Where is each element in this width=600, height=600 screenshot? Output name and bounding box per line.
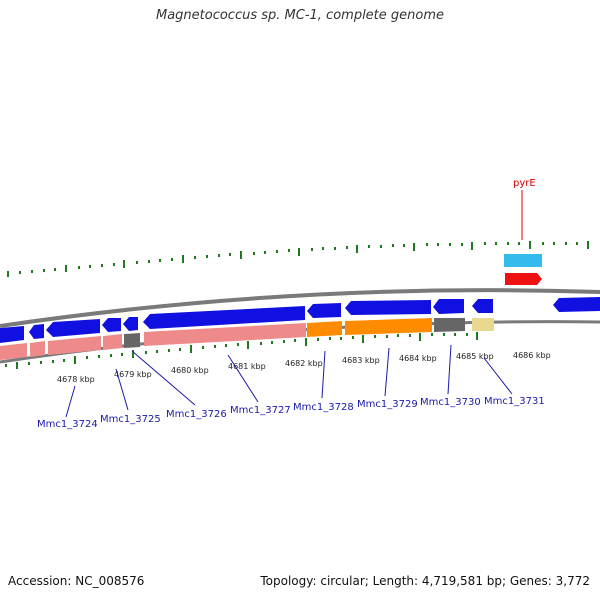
locus-tag[interactable]: Mmc1_3724 [37,419,98,430]
locus-leader [65,385,76,418]
cds-arrow[interactable] [143,306,305,329]
scale-label: 4685 kbp [456,352,494,361]
pyre-cyan-feature[interactable] [504,254,542,267]
locus-leader [321,350,326,399]
cds-arrow[interactable] [553,297,600,312]
locus-tag[interactable]: Mmc1_3725 [100,414,161,425]
locus-tag[interactable]: Mmc1_3727 [230,405,291,416]
cds-arrow[interactable] [345,300,431,315]
cds-arrow[interactable] [123,317,138,331]
gene-track [0,318,494,360]
outer-ticks [7,241,589,277]
cds-arrow[interactable] [472,299,493,313]
scale-label: 4678 kbp [57,375,95,384]
locus-leader [131,350,196,406]
locus-tag[interactable]: Mmc1_3731 [484,396,545,407]
inner-ticks [16,332,478,369]
scale-label: 4679 kbp [114,370,152,379]
gene-block[interactable] [30,341,45,357]
pyre-label[interactable]: pyrE [513,178,536,189]
cds-arrow[interactable] [102,318,121,332]
gene-block[interactable] [345,318,432,335]
gene-block[interactable] [0,343,27,360]
scale-label: 4684 kbp [399,354,437,363]
gene-block[interactable] [103,334,122,350]
locus-tag[interactable]: Mmc1_3730 [420,397,481,408]
locus-tags: Mmc1_3724 Mmc1_3725 Mmc1_3726 Mmc1_3727 … [37,396,545,430]
scale-label: 4682 kbp [285,359,323,368]
locus-leader [115,368,129,411]
outer-minor-ticks [19,242,578,274]
gene-block[interactable] [144,323,306,346]
scale-label: 4681 kbp [228,362,266,371]
gene-block[interactable] [48,336,101,355]
gene-block[interactable] [124,333,140,348]
scale-labels: 4678 kbp 4679 kbp 4680 kbp 4681 kbp 4682… [57,351,551,384]
scale-label: 4680 kbp [171,366,209,375]
locus-leader [227,354,259,403]
scale-label: 4686 kbp [513,351,551,360]
cds-track [0,297,600,343]
gene-block[interactable] [434,318,465,332]
genome-summary-text: Topology: circular; Length: 4,719,581 bp… [260,574,590,588]
cds-arrow[interactable] [0,326,24,343]
locus-tag[interactable]: Mmc1_3726 [166,409,227,420]
pyre-red-gene-arrow[interactable] [505,273,542,285]
scale-label: 4683 kbp [342,356,380,365]
locus-leader [447,344,452,395]
locus-tag[interactable]: Mmc1_3729 [357,399,418,410]
gene-block[interactable] [472,318,494,331]
locus-leader [483,357,513,395]
cds-arrow[interactable] [29,324,44,339]
inner-minor-ticks [5,333,468,367]
locus-leaders [65,344,513,418]
backbone-outer [0,288,600,328]
cds-arrow[interactable] [307,303,341,318]
locus-leader [384,347,390,397]
cds-arrow[interactable] [433,299,464,314]
cds-arrow[interactable] [46,319,100,337]
accession-text: Accession: NC_008576 [8,574,145,588]
gene-block[interactable] [307,321,342,337]
map-title: Magnetococcus sp. MC-1, complete genome [155,8,445,23]
locus-tag[interactable]: Mmc1_3728 [293,402,354,413]
